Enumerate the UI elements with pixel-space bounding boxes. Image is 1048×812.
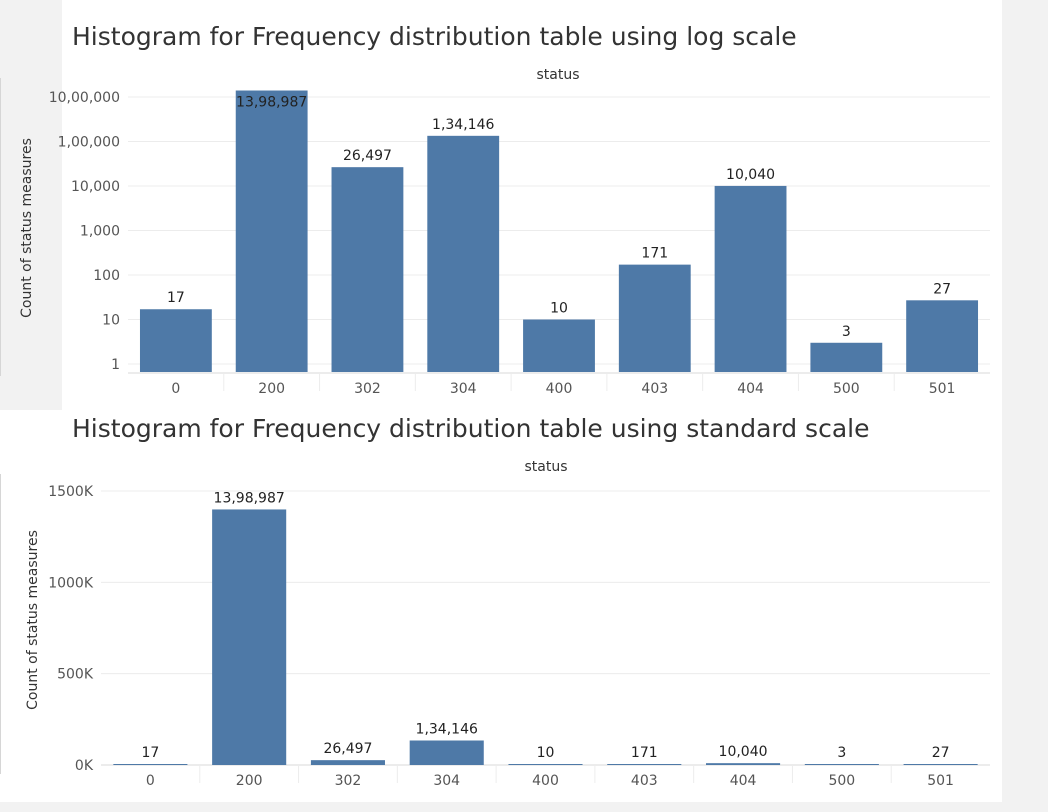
bottom-chart-panel [0, 410, 1002, 802]
chart1-data-label-501: 27 [933, 281, 951, 297]
chart2-bar-400[interactable] [508, 764, 583, 765]
chart1-bar-403[interactable] [618, 264, 691, 372]
chart2-bar-500[interactable] [804, 764, 879, 765]
chart1-data-label-403: 171 [641, 246, 668, 262]
chart2-bar-304[interactable] [409, 740, 484, 765]
chart2-data-label-400: 10 [537, 745, 555, 761]
chart2-data-label-302: 26,497 [323, 741, 372, 757]
chart2-bar-403[interactable] [607, 764, 682, 765]
chart2-y-axis-label: Count of status measures [25, 530, 41, 710]
chart1-y-axis-label: Count of status measures [19, 138, 35, 318]
chart1-bar-200[interactable] [235, 90, 308, 372]
chart2-x-tick-label-403: 403 [631, 773, 658, 789]
chart2-title: Histogram for Frequency distribution tab… [72, 414, 869, 443]
chart2-bar-200[interactable] [212, 509, 287, 765]
chart2-bar-501[interactable] [903, 764, 978, 765]
chart2-x-axis-label: status [524, 459, 567, 475]
chart2-x-tick-label-400: 400 [532, 773, 559, 789]
chart1-data-label-302: 26,497 [343, 148, 392, 164]
chart1-data-label-0: 17 [167, 290, 185, 306]
chart2-data-label-200: 13,98,987 [214, 490, 285, 506]
chart2-x-tick-label-200: 200 [236, 773, 263, 789]
chart2-data-label-403: 171 [631, 745, 658, 761]
chart2-x-tick-label-0: 0 [146, 773, 155, 789]
chart1-title: Histogram for Frequency distribution tab… [72, 22, 797, 51]
chart2-data-label-304: 1,34,146 [416, 721, 478, 737]
chart2-bar-0[interactable] [113, 764, 188, 765]
chart1-y-tick-label: 10,00,000 [49, 90, 120, 106]
chart2-bar-404[interactable] [706, 763, 781, 765]
chart1-x-tick-label-403: 403 [641, 381, 668, 397]
chart2-x-tick-label-500: 500 [828, 773, 855, 789]
chart1-data-label-404: 10,040 [726, 167, 775, 183]
chart2-y-tick-label: 500K [57, 667, 94, 683]
chart1-x-tick-label-500: 500 [833, 381, 860, 397]
chart1-y-tick-label: 10,000 [71, 179, 120, 195]
chart1-y-tick-label: 10 [102, 313, 120, 329]
chart1-bar-400[interactable] [523, 319, 595, 373]
chart1-data-label-500: 3 [842, 324, 851, 340]
chart2-data-label-501: 27 [932, 745, 950, 761]
bottom-panel-left-rule [0, 474, 1, 774]
chart1-data-label-200: 13,98,987 [236, 95, 307, 111]
chart1-bar-501[interactable] [906, 300, 979, 372]
chart1-y-tick-label: 1,00,000 [58, 135, 120, 151]
chart1-x-tick-label-304: 304 [450, 381, 477, 397]
chart2-plot: 0K 500K 1000K 1500K 17 0 13,98,987 200 26,497 302… [48, 484, 990, 789]
chart1-y-tick-label: 100 [93, 268, 120, 284]
chart1-y-tick-label: 1,000 [80, 224, 120, 240]
chart1-bar-500[interactable] [810, 342, 883, 372]
chart1-x-axis-label: status [536, 67, 579, 83]
chart1-y-tick-label: 1 [111, 357, 120, 373]
chart1-bar-304[interactable] [427, 135, 500, 372]
chart1-x-tick-label-400: 400 [546, 381, 573, 397]
chart2-data-label-404: 10,040 [719, 744, 768, 760]
chart1-x-tick-label-302: 302 [354, 381, 381, 397]
chart1-data-label-400: 10 [550, 301, 568, 317]
chart1-bar-302[interactable] [331, 167, 404, 372]
chart1-x-tick-label-200: 200 [258, 381, 285, 397]
chart1-x-tick-label-404: 404 [737, 381, 764, 397]
chart2-x-tick-label-501: 501 [927, 773, 954, 789]
chart1-x-tick-label-501: 501 [929, 381, 956, 397]
chart1-bar-404[interactable] [714, 185, 787, 372]
chart2-x-tick-label-302: 302 [335, 773, 362, 789]
chart2-bar-302[interactable] [310, 760, 385, 765]
chart2-x-tick-label-404: 404 [730, 773, 757, 789]
chart2-x-tick-label-304: 304 [433, 773, 460, 789]
chart2-y-tick-label: 0K [75, 758, 94, 774]
chart2-y-tick-label: 1000K [48, 575, 94, 591]
chart2-data-label-0: 17 [141, 745, 159, 761]
chart1-data-label-304: 1,34,146 [432, 117, 494, 133]
chart1-x-tick-label-0: 0 [171, 381, 180, 397]
chart2-data-label-500: 3 [837, 745, 846, 761]
chart1-bar-0[interactable] [139, 309, 212, 372]
top-panel-left-rule [0, 78, 1, 376]
chart1-plot: 1 10 100 1,000 10,000 1,00,000 10,00,000 17 0 13,… [49, 90, 990, 397]
chart2-y-tick-label: 1500K [48, 484, 94, 500]
